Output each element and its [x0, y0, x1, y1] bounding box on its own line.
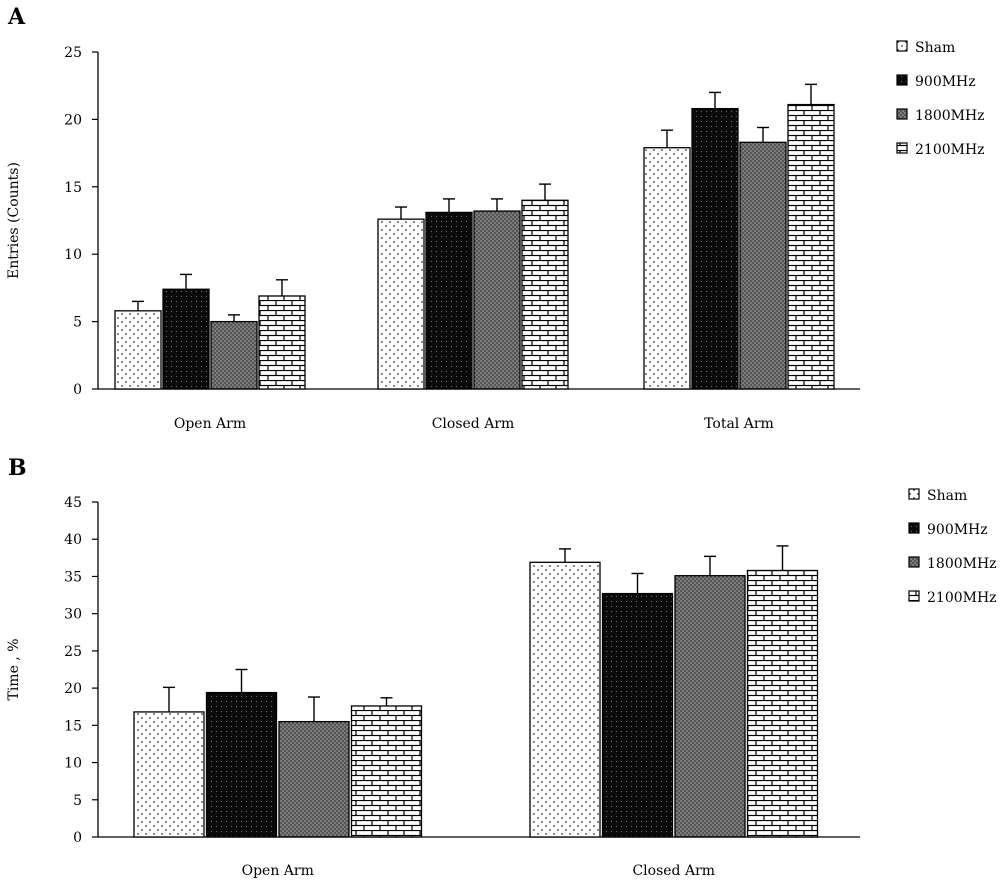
panel-b-legend-label-sham: Sham: [927, 488, 967, 504]
panel-a-bar-900mhz-closed-arm: [425, 211, 473, 390]
panel-a-legend-label-2100mhz: 2100MHz: [915, 142, 985, 158]
panel-b-bar-900mhz-closed-arm: [601, 592, 674, 838]
panel-b-y-tick-label: 5: [73, 793, 82, 809]
panel-a-bar-900mhz-total-arm: [691, 107, 739, 390]
panel-a-x-tick-label-total-arm: Total Arm: [704, 416, 774, 432]
panel-b-y-tick-label: 45: [64, 495, 82, 511]
panel-b-y-tick-label: 0: [73, 830, 82, 846]
panel-a-legend-swatch-1800mhz: [896, 108, 908, 120]
panel-a-legend-label-900mhz: 900MHz: [915, 74, 976, 90]
panel-a-bar-sham-total-arm: [643, 147, 691, 390]
panel-b-x-tick-label-closed-arm: Closed Arm: [632, 863, 715, 879]
panel-b-x-tick-label-open-arm: Open Arm: [242, 863, 314, 879]
panel-label-b: B: [8, 455, 27, 481]
panel-b-legend-swatch-2100mhz: [908, 590, 920, 602]
panel-b-y-tick-label: 20: [64, 681, 82, 697]
panel-b-bar-900mhz-open-arm: [205, 691, 278, 838]
panel-a-bar-sham-closed-arm: [377, 218, 425, 390]
panel-a-legend-label-sham: Sham: [915, 40, 955, 56]
panel-b-y-tick-label: 35: [64, 569, 82, 585]
panel-a-bar-1800mhz-total-arm: [739, 141, 787, 390]
panel-a-bar-1800mhz-open-arm: [210, 320, 258, 390]
chart-panel-b: 0 5 10 15 20 25 30 35 40 45 Time , % Open Arm Closed…: [6, 488, 997, 879]
panel-b-y-axis-label: Time , %: [6, 638, 22, 700]
panel-label-a: A: [7, 4, 26, 30]
chart-panel-a: 0 5 10 15 20 25 Entries (Counts) Open Arm Closed…: [6, 40, 985, 432]
panel-a-bar-sham-open-arm: [114, 310, 162, 390]
panel-a-legend-label-1800mhz: 1800MHz: [915, 108, 985, 124]
panel-b-legend-swatch-900mhz: [908, 522, 920, 534]
panel-b-legend-label-1800mhz: 1800MHz: [927, 556, 997, 572]
panel-a-x-tick-label-closed-arm: Closed Arm: [432, 416, 515, 432]
panel-a-legend-swatch-sham: [896, 40, 908, 52]
panel-b-bar-1800mhz-open-arm: [278, 720, 350, 838]
panel-b-bar-2100mhz-open-arm: [350, 705, 423, 838]
panel-a-y-axis-label: Entries (Counts): [6, 162, 22, 279]
panel-b-legend-label-900mhz: 900MHz: [927, 522, 988, 538]
panel-b-y-tick-label: 25: [64, 644, 82, 660]
panel-b-legend-swatch-1800mhz: [908, 556, 920, 568]
panel-a-bar-2100mhz-open-arm: [258, 295, 306, 390]
panel-b-y-tick-label: 30: [64, 607, 82, 623]
panel-a-bar-900mhz-open-arm: [162, 288, 210, 390]
panel-a-y-tick-label: 5: [73, 315, 82, 331]
panel-a-y-tick-label: 25: [64, 45, 82, 61]
panel-a-y-tick-label: 0: [73, 382, 82, 398]
panel-a-bar-2100mhz-total-arm: [787, 103, 835, 390]
panel-b-y-tick-label: 10: [64, 756, 82, 772]
panel-b-legend-swatch-sham: [908, 488, 920, 500]
panel-b-bar-1800mhz-closed-arm: [674, 575, 746, 838]
panel-a-legend-swatch-2100mhz: [896, 142, 908, 154]
panel-b-bar-sham-closed-arm: [529, 561, 601, 838]
panel-a-x-tick-label-open-arm: Open Arm: [174, 416, 246, 432]
panel-a-y-tick-label: 15: [64, 180, 82, 196]
panel-b-y-tick-label: 15: [64, 718, 82, 734]
panel-b-bar-sham-open-arm: [133, 711, 205, 838]
panel-b-legend-label-2100mhz: 2100MHz: [927, 590, 997, 606]
panel-a-y-tick-label: 20: [64, 112, 82, 128]
panel-a-bar-2100mhz-closed-arm: [521, 199, 569, 390]
panel-b-y-tick-label: 40: [64, 532, 82, 548]
panel-a-y-tick-label: 10: [64, 247, 82, 263]
panel-a-bar-1800mhz-closed-arm: [473, 210, 521, 390]
panel-b-bar-2100mhz-closed-arm: [746, 569, 819, 838]
panel-a-legend-swatch-900mhz: [896, 74, 908, 86]
